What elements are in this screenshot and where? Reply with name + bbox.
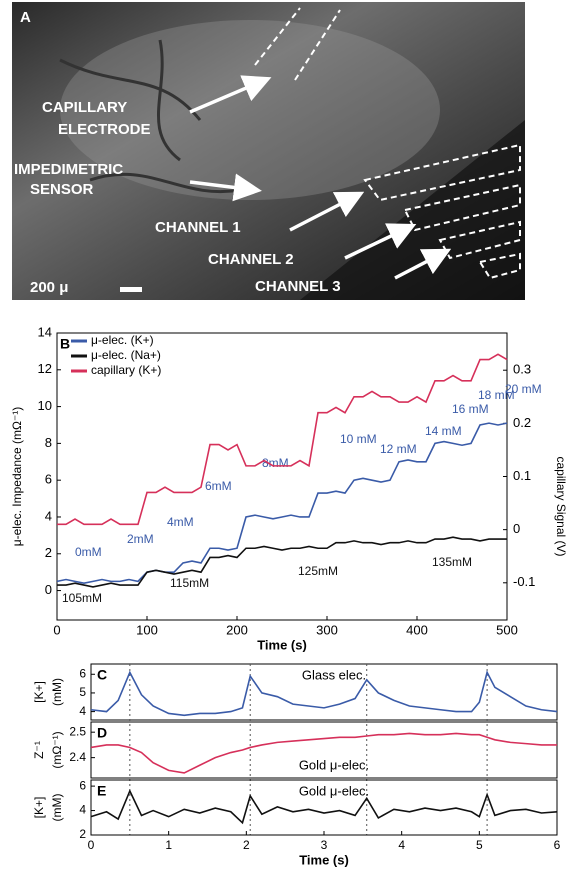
concentration-label: 125mM — [298, 564, 338, 578]
concentration-label: 105mM — [62, 591, 102, 605]
y2-tick-label: 0.1 — [513, 468, 531, 483]
x-tick-label: 100 — [136, 622, 158, 637]
y-axis-label: (mM) — [50, 678, 64, 706]
concentration-label: 135mM — [432, 555, 472, 569]
y-tick-label: 0 — [45, 582, 52, 597]
x-axis-label: Time (s) — [299, 852, 349, 867]
y-tick-label: 6 — [79, 778, 86, 792]
concentration-label: 14 mM — [425, 424, 462, 438]
x-tick-label: 6 — [554, 838, 561, 852]
concentration-label: 12 mM — [380, 442, 417, 456]
figure: A CAPILLARY ELECTRODE IMPEDIMETRIC SENSOR CHA… — [0, 0, 568, 873]
x-tick-label: 0 — [88, 838, 95, 852]
concentration-label: 115mM — [170, 576, 209, 590]
x-tick-label: 400 — [406, 622, 428, 637]
concentration-label: 2mM — [127, 532, 154, 546]
y2-tick-label: 0 — [513, 521, 520, 536]
chart-panel: 2 4 6 0 1 2 3 4 5 6 Time (s) [K+] (mM) E Gold μ-elec. — [32, 778, 560, 867]
series-line — [57, 354, 507, 524]
legend-label: μ-elec. (Na+) — [91, 348, 161, 362]
y2-tick-label: -0.1 — [513, 574, 535, 589]
y-tick-label: 14 — [38, 324, 52, 339]
y-axis-label: [K+] — [32, 797, 46, 819]
panel-label: E — [97, 783, 106, 799]
legend-label: capillary (K+) — [91, 363, 161, 377]
x-tick-label: 200 — [226, 622, 248, 637]
callout-text: CHANNEL 2 — [208, 251, 294, 268]
scale-bar-label: 200 μ — [30, 279, 68, 296]
callout-text: CAPILLARY — [42, 99, 127, 116]
legend-label: μ-elec. (K+) — [91, 333, 154, 347]
chart-panel: 4 5 6 [K+] (mM) C Glass elec. — [32, 664, 557, 835]
y-axis-label: (mM) — [50, 794, 64, 822]
y-axis-label: [K+] — [32, 681, 46, 703]
y-tick-label: 4 — [79, 704, 86, 718]
concentration-label: 0mM — [75, 545, 102, 559]
x-axis-label: Time (s) — [257, 637, 307, 652]
x-tick-label: 1 — [165, 838, 172, 852]
x-tick-label: 2 — [243, 838, 250, 852]
y-axis-label: Z⁻¹ — [32, 741, 46, 759]
y2-tick-label: 0.3 — [513, 362, 531, 377]
scale-bar — [120, 287, 142, 292]
y-tick-label: 6 — [45, 472, 52, 487]
x-tick-label: 3 — [321, 838, 328, 852]
y-tick-label: 4 — [45, 508, 52, 523]
y-tick-label: 2.5 — [69, 724, 86, 738]
panel-label: C — [97, 667, 107, 683]
panel-annotation: Glass elec. — [302, 667, 366, 682]
concentration-label: 4mM — [167, 515, 194, 529]
y-tick-label: 4 — [79, 803, 86, 817]
page: {"panel_a": {"label": "A", "callouts": [… — [0, 0, 568, 873]
y-tick-label: 5 — [79, 685, 86, 699]
x-tick-label: 300 — [316, 622, 338, 637]
y-tick-label: 12 — [38, 361, 52, 376]
concentration-label: 6mM — [205, 479, 232, 493]
chart-panel: 2.4 2.5 Z⁻¹ (mΩ⁻¹) D Gold μ-elec. — [32, 722, 557, 778]
panel-label: A — [20, 9, 31, 26]
y2-axis-label: capillary Signal (V) — [554, 456, 568, 556]
y-axis-label: (mΩ⁻¹) — [50, 731, 64, 768]
y-axis-label: μ-elec. Impedance (mΩ⁻¹) — [10, 407, 24, 547]
y-tick-label: 2.4 — [69, 750, 86, 764]
callout-text: ELECTRODE — [58, 121, 151, 138]
y2-tick-label: 0.2 — [513, 415, 531, 430]
callout-text: SENSOR — [30, 181, 94, 198]
panel-annotation: Gold μ-elec. — [299, 783, 369, 798]
concentration-label: 16 mM — [452, 402, 489, 416]
callout-text: IMPEDIMETRIC — [14, 161, 123, 178]
x-tick-label: 500 — [496, 622, 518, 637]
concentration-label: 8mM — [262, 456, 289, 470]
y-tick-label: 6 — [79, 666, 86, 680]
legend: μ-elec. (K+)μ-elec. (Na+)capillary (K+) — [71, 333, 161, 377]
panel-annotation: Gold μ-elec. — [299, 757, 369, 772]
callout-text: CHANNEL 1 — [155, 219, 241, 236]
x-tick-label: 5 — [476, 838, 483, 852]
concentration-label: 20 mM — [505, 382, 542, 396]
y-tick-label: 2 — [45, 545, 52, 560]
y-tick-label: 8 — [45, 435, 52, 450]
panel-label: D — [97, 725, 107, 741]
y-tick-label: 2 — [79, 827, 86, 841]
x-tick-label: 0 — [53, 622, 60, 637]
x-tick-label: 4 — [398, 838, 405, 852]
concentration-label: 10 mM — [340, 432, 377, 446]
callout-text: CHANNEL 3 — [255, 278, 341, 295]
chart-panel: 0 2 4 6 8 10 12 14 -0.1 0 0.1 0.2 0.3 0 100 200 300 400 50… — [10, 324, 568, 652]
panel-label: B — [60, 336, 70, 352]
y-tick-label: 10 — [38, 398, 52, 413]
